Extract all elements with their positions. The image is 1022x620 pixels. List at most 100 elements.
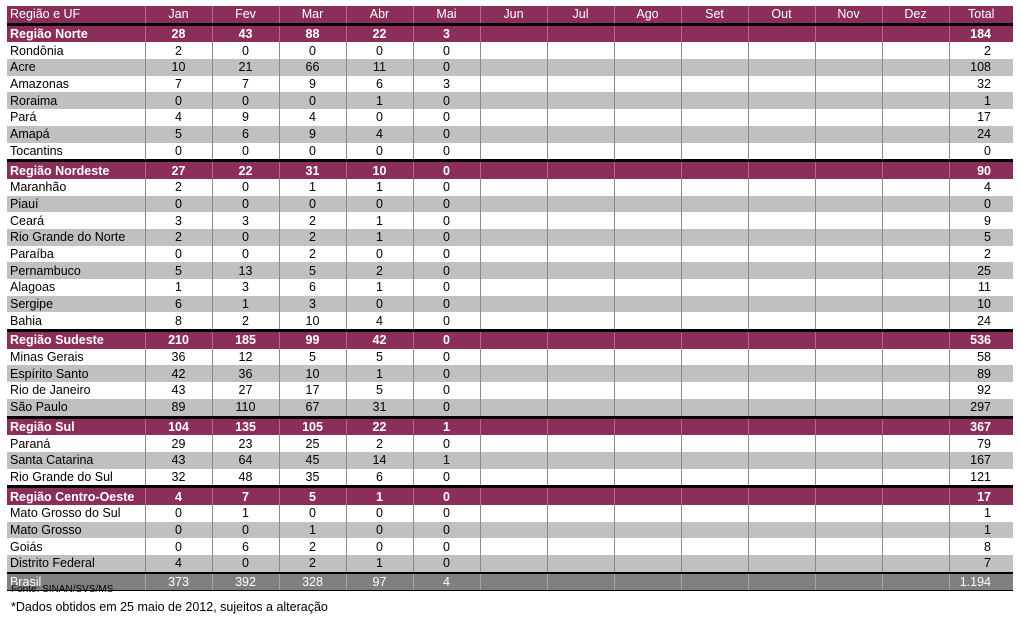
month-cell [680, 398, 748, 417]
month-cell: 0 [211, 42, 279, 60]
month-cell: 36 [211, 365, 279, 383]
month-cell: 2 [278, 245, 346, 263]
month-cell: 45 [278, 451, 346, 469]
month-cell: 5 [345, 382, 413, 399]
total-cell: 5 [948, 228, 1013, 246]
month-cell [680, 329, 748, 349]
month-cell [747, 415, 815, 436]
column-header-set: Set [680, 6, 748, 26]
month-cell [546, 382, 614, 399]
month-cell [479, 451, 547, 469]
month-cell [613, 468, 681, 487]
month-cell [881, 451, 949, 469]
month-cell [680, 125, 748, 143]
month-cell: 9 [278, 75, 346, 93]
month-cell: 1 [345, 228, 413, 246]
month-cell [881, 178, 949, 196]
month-cell: 2 [144, 178, 212, 196]
row-label: Paraíba [7, 245, 145, 263]
month-cell [747, 468, 815, 487]
column-header-mai: Mai [412, 6, 480, 26]
state-row: Paraíba 0 0 2 0 0 2 [7, 245, 1013, 263]
month-cell: 17 [278, 382, 346, 399]
state-row: Mato Grosso 0 0 1 0 0 1 [7, 521, 1013, 539]
month-cell: 373 [144, 571, 212, 592]
month-cell [747, 521, 815, 539]
month-cell: 42 [345, 329, 413, 349]
month-cell [546, 59, 614, 76]
month-cell [479, 75, 547, 93]
month-cell: 0 [144, 521, 212, 539]
month-cell: 0 [412, 398, 480, 417]
row-label: Paraná [7, 435, 145, 452]
state-row: Tocantins 0 0 0 0 0 0 [7, 142, 1013, 161]
row-label: Piauí [7, 195, 145, 213]
column-header-mar: Mar [278, 6, 346, 26]
month-cell [680, 538, 748, 555]
month-cell [546, 279, 614, 296]
month-cell: 1 [345, 279, 413, 296]
month-cell: 6 [345, 468, 413, 487]
month-cell: 42 [144, 365, 212, 383]
month-cell [613, 312, 681, 331]
month-cell [680, 504, 748, 522]
month-cell [814, 59, 882, 76]
month-cell: 5 [278, 485, 346, 505]
month-cell [613, 125, 681, 143]
month-cell [546, 571, 614, 592]
month-cell: 1 [278, 521, 346, 539]
month-cell: 0 [211, 92, 279, 110]
month-cell: 0 [345, 195, 413, 213]
month-cell: 3 [144, 212, 212, 229]
month-cell: 0 [211, 521, 279, 539]
month-cell [546, 435, 614, 452]
month-cell [680, 59, 748, 76]
total-cell: 1 [948, 504, 1013, 522]
month-cell: 13 [211, 262, 279, 279]
month-cell: 67 [278, 398, 346, 417]
column-header-out: Out [747, 6, 815, 26]
month-cell [613, 398, 681, 417]
month-cell [881, 262, 949, 279]
total-cell: 10 [948, 295, 1013, 313]
total-cell: 25 [948, 262, 1013, 279]
month-cell [479, 228, 547, 246]
month-cell: 28 [144, 22, 212, 43]
month-cell [680, 485, 748, 505]
month-cell: 6 [211, 125, 279, 143]
month-cell: 97 [345, 571, 413, 592]
month-cell [613, 92, 681, 110]
state-row: Amapá 5 6 9 4 0 24 [7, 125, 1013, 143]
month-cell [814, 538, 882, 555]
month-cell [814, 262, 882, 279]
table-body: Região Norte 28 43 88 22 3 184 Rondônia 2 0 0 0 0 2 Ac… [7, 22, 1013, 592]
state-row: Ceará 3 3 2 1 0 9 [7, 212, 1013, 229]
month-cell [747, 279, 815, 296]
month-cell: 5 [345, 348, 413, 366]
month-cell [613, 245, 681, 263]
month-cell [881, 75, 949, 93]
state-row: Pará 4 9 4 0 0 17 [7, 109, 1013, 126]
month-cell [680, 178, 748, 196]
column-header-abr: Abr [345, 6, 413, 26]
row-label: Espírito Santo [7, 365, 145, 383]
state-row: Distrito Federal 4 0 2 1 0 7 [7, 555, 1013, 573]
total-cell: 17 [948, 485, 1013, 505]
month-cell [680, 435, 748, 452]
month-cell [613, 159, 681, 179]
month-cell [881, 159, 949, 179]
month-cell: 1 [278, 178, 346, 196]
month-cell: 1 [412, 415, 480, 436]
month-cell [479, 212, 547, 229]
month-cell: 0 [144, 142, 212, 161]
month-cell [747, 504, 815, 522]
state-row: Piauí 0 0 0 0 0 0 [7, 195, 1013, 213]
month-cell [747, 571, 815, 592]
row-label: Sergipe [7, 295, 145, 313]
state-row: Rio Grande do Norte 2 0 2 1 0 5 [7, 228, 1013, 246]
month-cell [546, 22, 614, 43]
month-cell: 1 [345, 485, 413, 505]
month-cell: 110 [211, 398, 279, 417]
month-cell [814, 109, 882, 126]
month-cell [814, 279, 882, 296]
